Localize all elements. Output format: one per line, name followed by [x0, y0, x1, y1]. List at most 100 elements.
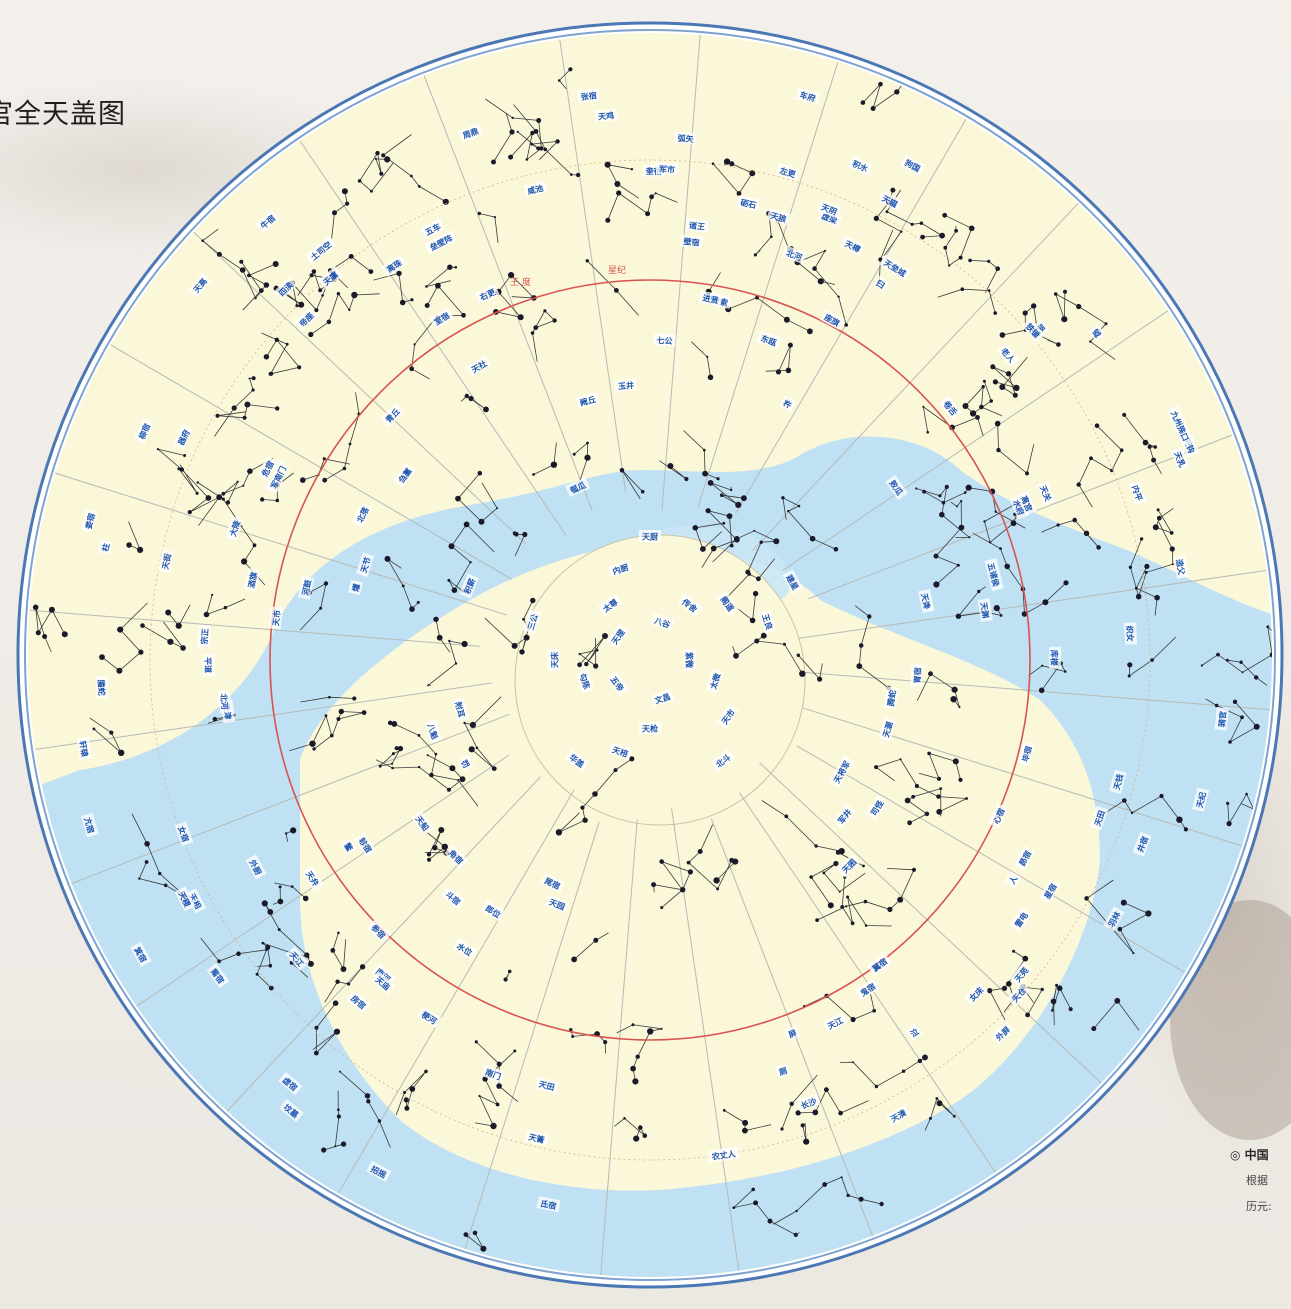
star	[472, 1230, 478, 1236]
circumpolar-circle	[514, 534, 806, 826]
asterism-label: 天园	[544, 894, 570, 914]
star	[926, 430, 929, 434]
star	[584, 661, 589, 667]
star	[1056, 985, 1063, 991]
star	[236, 480, 239, 483]
star	[1006, 981, 1012, 987]
star	[268, 985, 274, 991]
star	[958, 777, 963, 783]
star	[1156, 515, 1162, 521]
star	[491, 766, 497, 771]
star	[138, 877, 141, 880]
asterism-line	[329, 256, 372, 289]
star	[1076, 303, 1082, 310]
star	[1151, 457, 1157, 463]
star	[366, 1099, 371, 1104]
asterism-label: 罚	[457, 754, 475, 773]
star	[530, 142, 534, 146]
star	[196, 481, 199, 484]
star	[468, 395, 474, 402]
star	[324, 714, 328, 718]
asterism-line	[205, 594, 246, 616]
asterism-label: 柳宿	[133, 418, 154, 444]
star	[375, 150, 380, 156]
asterism-line	[302, 458, 350, 481]
lunar-mansion-boundary	[796, 745, 1221, 994]
star	[511, 116, 514, 120]
star	[391, 762, 394, 765]
star	[852, 1061, 855, 1064]
star	[461, 640, 468, 648]
star	[183, 454, 187, 457]
star	[753, 529, 756, 532]
asterism-label: 轩辕	[76, 736, 92, 761]
star	[822, 1182, 828, 1187]
asterism-label: 诸王	[685, 218, 709, 233]
star	[463, 721, 466, 725]
star	[522, 531, 528, 538]
star	[508, 272, 515, 279]
asterism-line	[1051, 985, 1072, 1026]
star	[999, 384, 1006, 390]
star	[1091, 1026, 1097, 1032]
star	[195, 491, 199, 495]
star	[1038, 687, 1045, 694]
star	[1145, 910, 1152, 917]
star	[260, 497, 265, 502]
asterism-line	[683, 430, 719, 480]
star	[216, 251, 222, 257]
asterism-line	[724, 1110, 772, 1132]
star	[705, 508, 711, 514]
star	[318, 288, 323, 293]
star	[846, 1193, 850, 1198]
star	[604, 161, 611, 168]
star	[216, 494, 223, 501]
star	[720, 493, 724, 498]
star	[982, 379, 986, 383]
star	[958, 255, 963, 260]
star	[530, 597, 536, 604]
asterism-line	[1078, 425, 1123, 508]
star	[999, 547, 1002, 550]
star	[885, 210, 889, 214]
asterism-label-text: 宗正	[199, 628, 210, 645]
star	[1114, 997, 1121, 1004]
asterism-label: 弧矢	[674, 131, 698, 145]
asterism-label: 天乳	[1170, 446, 1190, 472]
asterism-line	[886, 189, 944, 238]
star	[692, 525, 699, 531]
star	[290, 827, 297, 834]
star	[126, 542, 132, 548]
star	[1050, 998, 1057, 1005]
star	[960, 499, 963, 503]
star	[722, 1109, 726, 1112]
star	[645, 211, 651, 217]
star	[1053, 292, 1058, 296]
star	[734, 537, 740, 543]
star	[468, 746, 475, 753]
star	[267, 909, 274, 915]
star	[555, 139, 560, 144]
star	[592, 791, 598, 797]
star	[165, 609, 172, 616]
asterism-line	[1227, 659, 1268, 686]
asterism-label: 内厨	[607, 559, 633, 578]
star	[1254, 675, 1259, 680]
star	[477, 470, 483, 476]
star	[436, 634, 443, 641]
star	[822, 871, 826, 875]
star	[667, 463, 674, 469]
star	[582, 817, 588, 823]
star	[999, 614, 1003, 617]
asterism-label-text: 爟	[350, 583, 362, 593]
star	[1117, 926, 1123, 932]
star	[268, 963, 273, 968]
star	[516, 130, 519, 133]
star	[543, 147, 548, 152]
star	[922, 405, 925, 408]
asterism-label: 阙丘	[575, 391, 600, 409]
star	[1120, 899, 1127, 906]
star	[897, 896, 904, 903]
star	[201, 239, 204, 242]
asterism-label-text: 骑官	[1216, 711, 1228, 728]
